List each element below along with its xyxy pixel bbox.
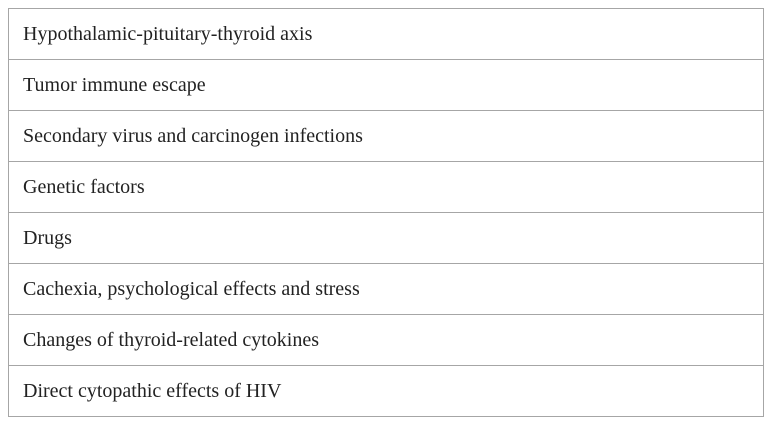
- table: Hypothalamic-pituitary-thyroid axis Tumor…: [8, 8, 764, 417]
- table-cell: Cachexia, psychological effects and stre…: [8, 263, 764, 315]
- table-row: Cachexia, psychological effects and stre…: [8, 263, 764, 315]
- table-row: Secondary virus and carcinogen infection…: [8, 110, 764, 162]
- table-body: Hypothalamic-pituitary-thyroid axis Tumor…: [8, 8, 764, 417]
- table-row: Genetic factors: [8, 161, 764, 213]
- table-row: Hypothalamic-pituitary-thyroid axis: [8, 8, 764, 60]
- table-row: Changes of thyroid-related cytokines: [8, 314, 764, 366]
- table-cell: Changes of thyroid-related cytokines: [8, 314, 764, 366]
- table-cell: Direct cytopathic effects of HIV: [8, 365, 764, 417]
- table-row: Tumor immune escape: [8, 59, 764, 111]
- table-row: Direct cytopathic effects of HIV: [8, 365, 764, 417]
- table-row: Drugs: [8, 212, 764, 264]
- table-cell: Drugs: [8, 212, 764, 264]
- table-cell: Hypothalamic-pituitary-thyroid axis: [8, 8, 764, 60]
- table-cell: Genetic factors: [8, 161, 764, 213]
- table-cell: Secondary virus and carcinogen infection…: [8, 110, 764, 162]
- table-cell: Tumor immune escape: [8, 59, 764, 111]
